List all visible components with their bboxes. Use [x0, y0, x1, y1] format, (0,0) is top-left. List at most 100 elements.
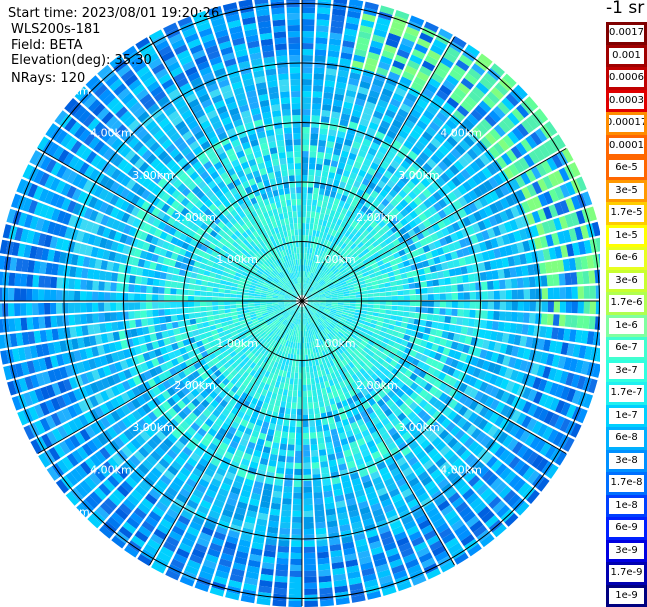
- ray-gate: [419, 32, 434, 44]
- ray-gate: [142, 459, 154, 471]
- ray-gate: [329, 209, 336, 217]
- ray-gate: [347, 225, 355, 233]
- ray-gate: [319, 231, 324, 239]
- ray-gate: [451, 176, 462, 187]
- ray-gate: [483, 180, 494, 192]
- ray-gate: [211, 357, 220, 365]
- ray-gate: [128, 302, 135, 311]
- ray-gate: [44, 316, 52, 328]
- ray-gate: [257, 374, 264, 382]
- ray-gate: [499, 301, 506, 311]
- ray-gate: [196, 403, 206, 413]
- ray-gate: [294, 318, 298, 325]
- ray-gate: [365, 57, 378, 67]
- ray-gate: [278, 305, 285, 309]
- ray-gate: [268, 459, 277, 467]
- ray-gate: [332, 259, 338, 266]
- ray-gate: [457, 292, 464, 300]
- ray-gate: [319, 316, 326, 321]
- ray-gate: [378, 283, 385, 289]
- ray-gate: [343, 274, 350, 279]
- ray-gate: [204, 386, 213, 395]
- ray-gate: [417, 492, 430, 503]
- ray-gate: [366, 330, 374, 336]
- ray-gate: [319, 303, 326, 306]
- ray-gate: [320, 225, 326, 233]
- ray-gate: [554, 341, 563, 354]
- ray-gate: [165, 344, 174, 353]
- ray-gate: [363, 7, 378, 17]
- ray-gate: [313, 299, 320, 301]
- ray-gate: [45, 399, 56, 414]
- ray-gate: [394, 531, 407, 542]
- ray-gate: [489, 128, 502, 141]
- ray-gate: [394, 54, 408, 65]
- ray-gate: [272, 354, 278, 362]
- ray-gate: [237, 284, 244, 289]
- ray-gate: [222, 271, 229, 277]
- ray-gate: [473, 501, 487, 515]
- ray-gate: [437, 128, 450, 140]
- ray-gate: [570, 373, 581, 388]
- ray-gate: [341, 327, 348, 333]
- ray-gate: [104, 443, 116, 456]
- ray-gate: [385, 229, 394, 237]
- ray-gate: [444, 277, 452, 285]
- ray-gate: [570, 423, 582, 438]
- ray-gate: [238, 376, 246, 384]
- ray-gate: [338, 213, 345, 221]
- ray-gate: [321, 170, 329, 178]
- ray-gate: [234, 449, 244, 458]
- ray-gate: [469, 291, 476, 300]
- ray-gate: [205, 553, 219, 564]
- ray-gate: [339, 381, 346, 389]
- ray-gate: [349, 582, 364, 592]
- ray-gate: [416, 98, 428, 109]
- ray-gate: [233, 415, 243, 424]
- ray-gate: [49, 177, 61, 192]
- ray-gate: [321, 337, 326, 344]
- ray-gate: [337, 298, 344, 301]
- ray-gate: [437, 61, 451, 74]
- ray-gate: [491, 321, 499, 331]
- ray-gate: [71, 338, 79, 350]
- ray-gate: [30, 374, 40, 389]
- ray-gate: [123, 369, 133, 380]
- ray-gate: [577, 408, 588, 424]
- ray-gate: [328, 196, 335, 204]
- ray-gate: [347, 177, 355, 186]
- ray-gate: [227, 259, 235, 266]
- ray-gate: [333, 224, 340, 232]
- ray-gate: [158, 496, 172, 508]
- ray-gate: [528, 150, 540, 165]
- ray-gate: [59, 251, 67, 264]
- ray-gate: [374, 385, 383, 394]
- ray-gate: [207, 336, 215, 343]
- ray-gate: [390, 247, 398, 254]
- ray-gate: [259, 320, 266, 325]
- ray-gate: [418, 202, 428, 212]
- ray-gate: [382, 245, 390, 253]
- ray-gate: [10, 193, 22, 209]
- ray-gate: [432, 191, 442, 202]
- ray-gate: [508, 163, 520, 177]
- ray-gate: [433, 301, 440, 308]
- ray-gate: [278, 303, 285, 305]
- ray-gate: [266, 291, 273, 295]
- ray-gate: [558, 167, 570, 182]
- ray-gate: [258, 585, 272, 594]
- ray-gate: [254, 293, 261, 297]
- ray-gate: [158, 287, 165, 294]
- ray-gate: [435, 176, 446, 187]
- ray-gate: [270, 379, 277, 387]
- ray-gate: [302, 306, 305, 313]
- ray-gate: [409, 289, 416, 295]
- ray-gate: [244, 315, 251, 320]
- ray-gate: [302, 163, 309, 170]
- ray-gate: [342, 343, 349, 350]
- ray-gate: [226, 497, 238, 507]
- ray-gate: [302, 402, 308, 409]
- ray-gate: [102, 249, 111, 260]
- ray-gate: [331, 304, 338, 307]
- ray-gate: [387, 412, 397, 422]
